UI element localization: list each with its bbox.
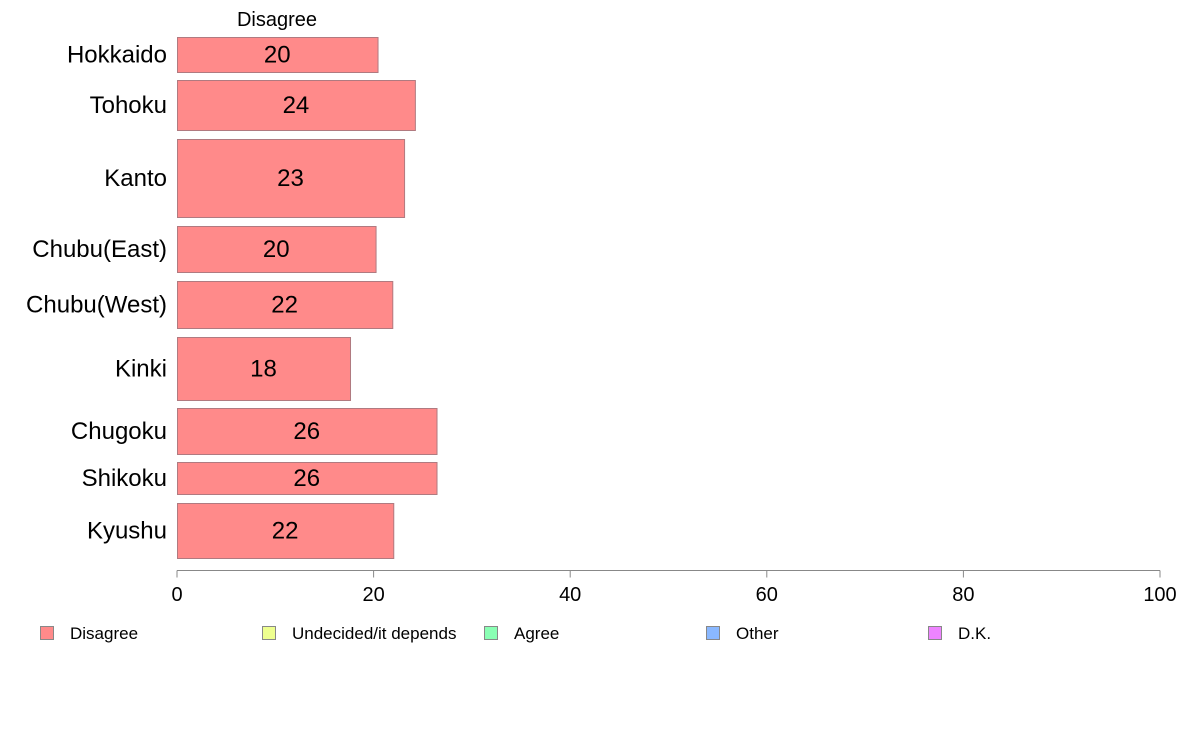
bar-chubu-east- — [177, 226, 377, 273]
bar-value-label: 18 — [250, 356, 277, 383]
category-label: Kinki — [115, 356, 167, 383]
x-tick-label: 40 — [559, 584, 581, 606]
x-tick-label: 100 — [1143, 584, 1176, 606]
bar-chugoku — [177, 408, 438, 455]
legend-swatch — [40, 626, 54, 640]
category-label: Hokkaido — [67, 42, 167, 69]
bar-value-label: 20 — [264, 42, 291, 69]
legend-swatch — [706, 626, 720, 640]
bar-shikoku — [177, 462, 438, 495]
legend-label: D.K. — [958, 624, 991, 643]
bar-value-label: 26 — [293, 418, 320, 445]
legend-label: Other — [736, 624, 779, 643]
legend-label: Agree — [514, 624, 559, 643]
bar-kinki — [177, 337, 352, 401]
legend: Disagree Undecided/it depends Agree Other D.… — [40, 624, 991, 643]
legend-label: Undecided/it depends — [292, 624, 456, 643]
legend-swatch — [262, 626, 276, 640]
x-axis: 0 20 40 60 80 100 — [171, 570, 1177, 606]
legend-swatch — [484, 626, 498, 640]
bar-kyushu — [177, 503, 395, 559]
category-label: Kyushu — [87, 518, 167, 545]
bars-group: Hokkaido 20 Tohoku 24 Kanto 23 Chubu(East) 20 Ch… — [26, 37, 438, 559]
bar-value-label: 24 — [283, 92, 310, 119]
legend-swatch — [928, 626, 942, 640]
category-label: Chugoku — [71, 418, 167, 445]
bar-chubu-west- — [177, 281, 394, 329]
bar-value-label: 20 — [263, 236, 290, 263]
category-label: Tohoku — [90, 92, 167, 119]
panel-title: Disagree — [237, 9, 317, 31]
bar-value-label: 23 — [277, 165, 304, 192]
bar-tohoku — [177, 80, 416, 131]
x-tick-label: 80 — [952, 584, 974, 606]
x-tick-label: 60 — [756, 584, 778, 606]
category-label: Chubu(East) — [32, 236, 167, 263]
category-label: Kanto — [104, 165, 167, 192]
category-label: Chubu(West) — [26, 292, 167, 319]
bar-value-label: 26 — [293, 465, 320, 492]
category-label: Shikoku — [82, 465, 167, 492]
legend-label: Disagree — [70, 624, 138, 643]
bar-value-label: 22 — [272, 518, 299, 545]
bar-kanto — [177, 139, 406, 218]
bar-value-label: 22 — [271, 292, 298, 319]
bar-hokkaido — [177, 37, 379, 73]
x-tick-label: 20 — [362, 584, 384, 606]
x-tick-label: 0 — [171, 584, 182, 606]
